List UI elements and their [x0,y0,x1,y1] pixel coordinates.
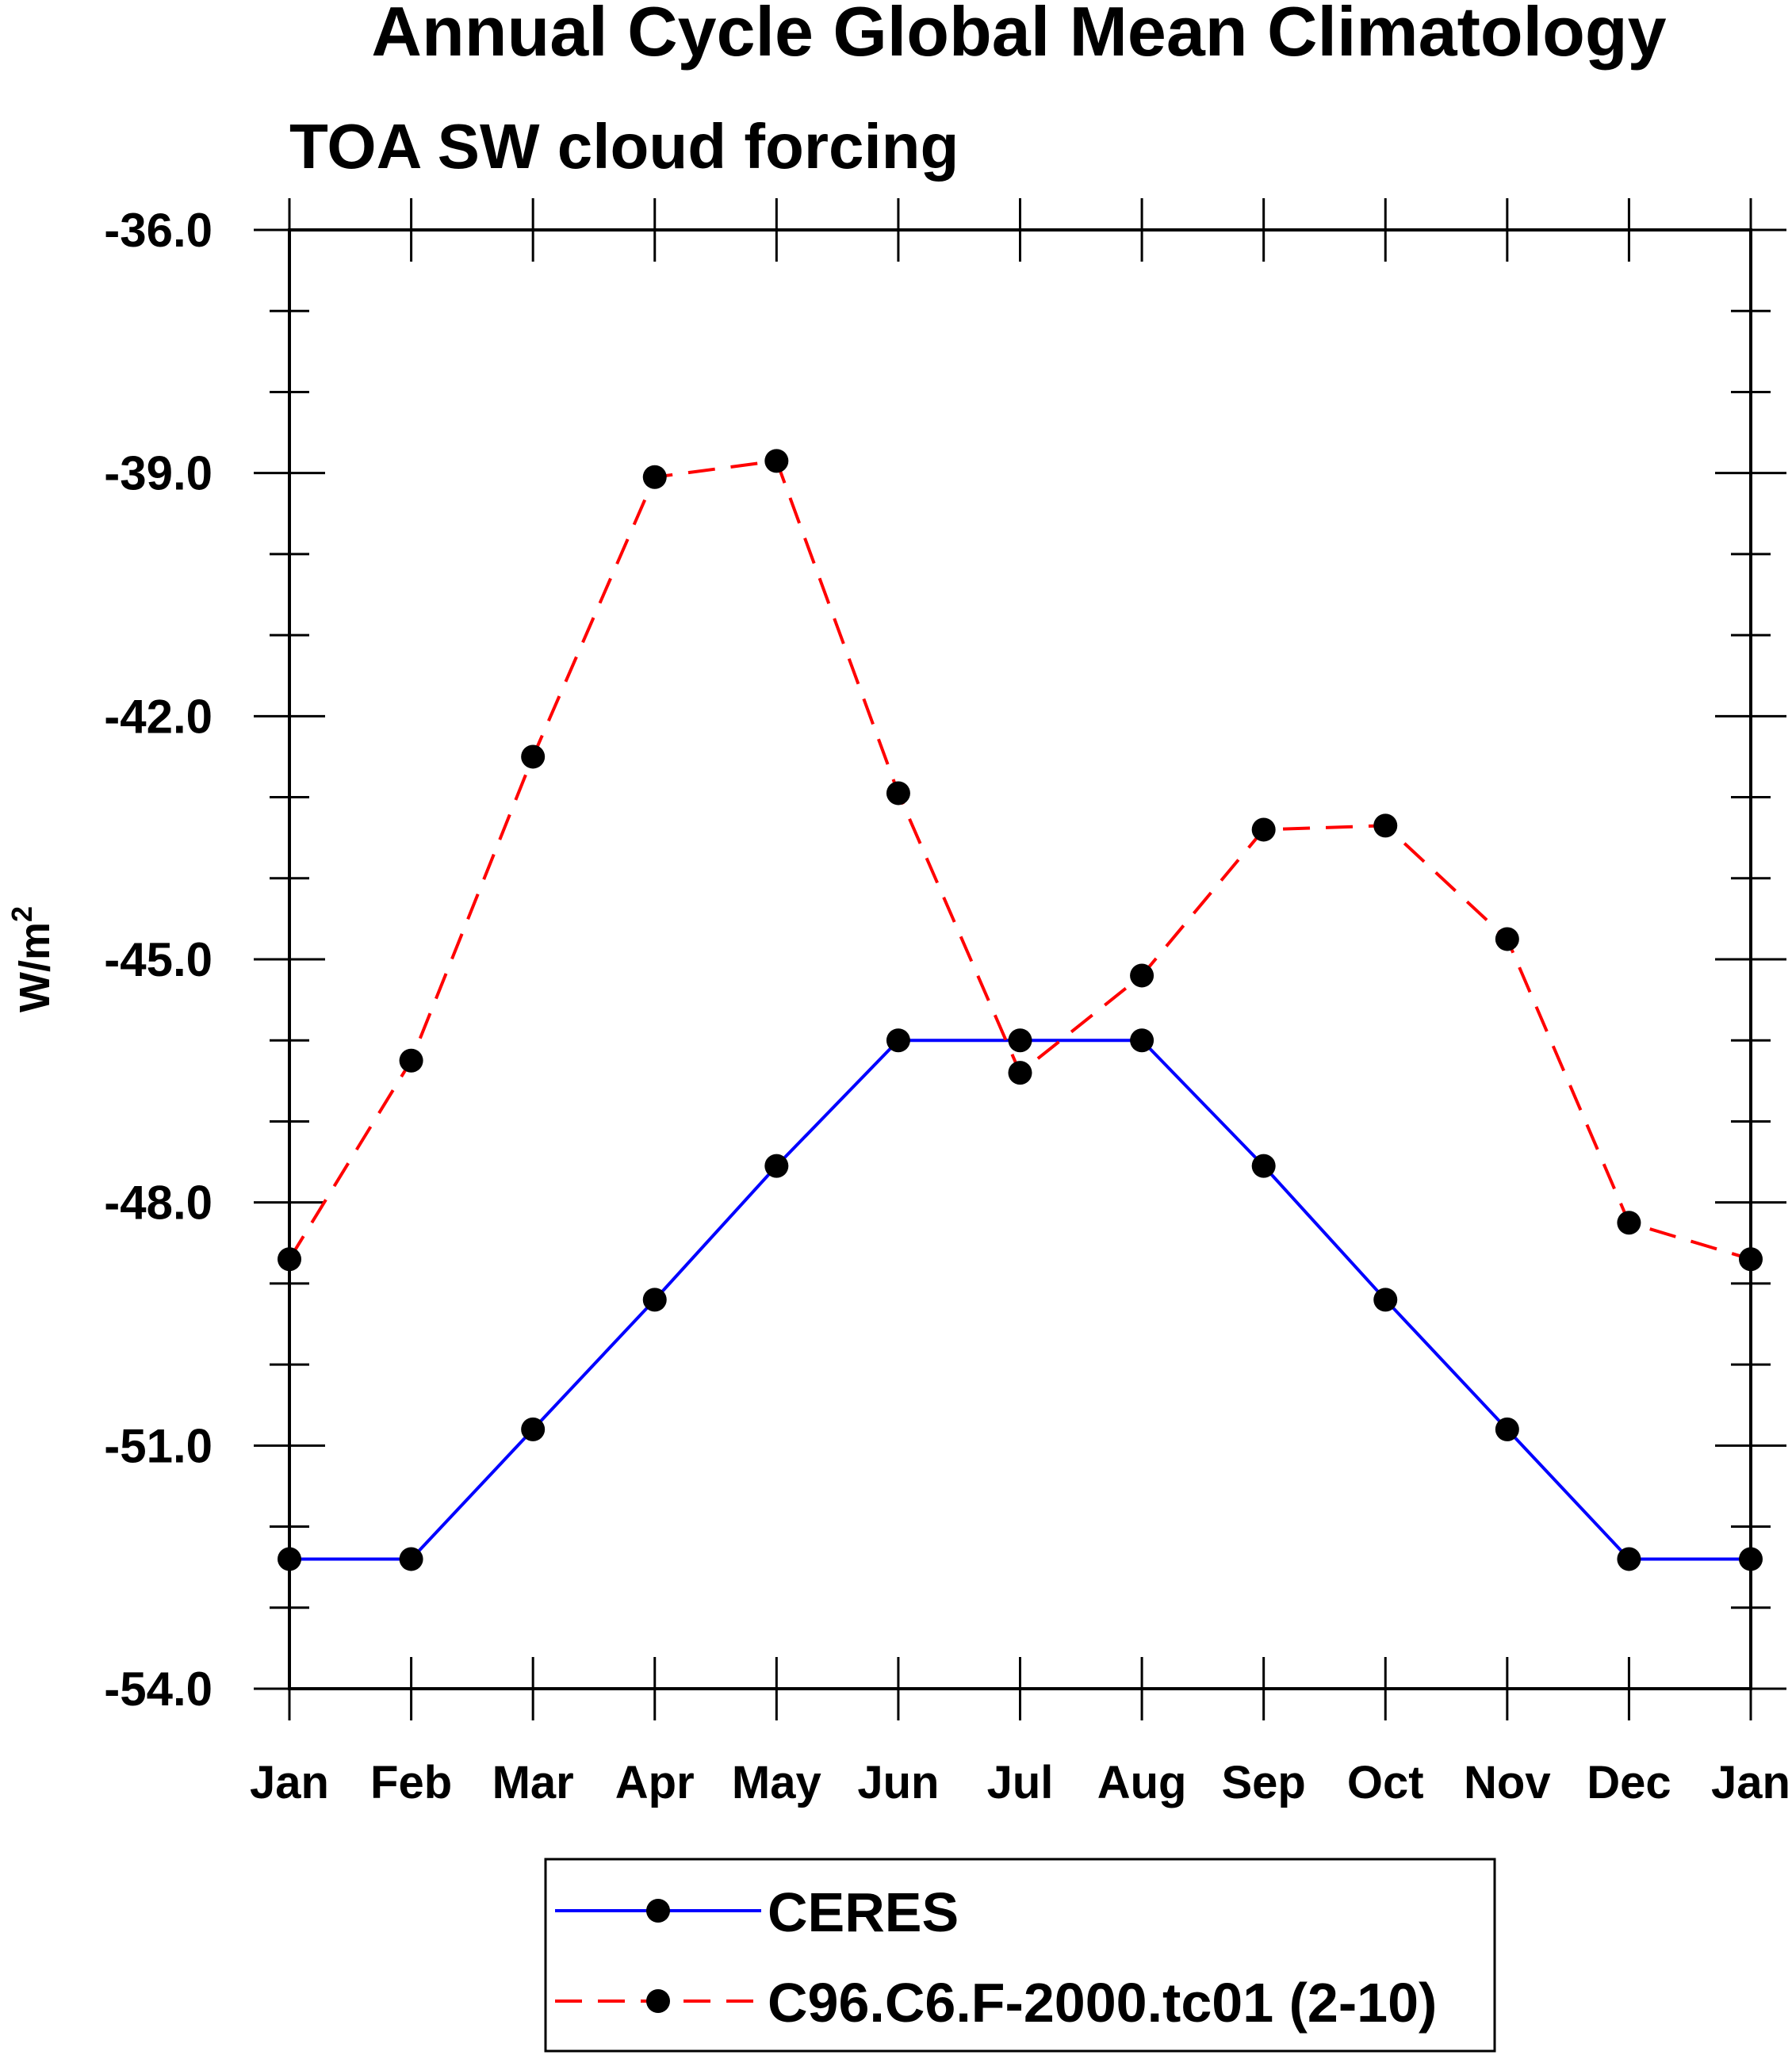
chart-subtitle: TOA SW cloud forcing [289,111,959,182]
series-1-point [521,744,545,768]
x-tick-label: Jun [857,1757,939,1808]
series-line-1 [289,461,1751,1259]
series-1-point [400,1049,423,1073]
series-1-point [1130,963,1154,987]
series-1-point [1252,817,1276,841]
y-axis-label-main: W/m [11,922,59,1012]
x-tick-label: Mar [492,1757,574,1808]
legend-marker-ceres [646,1899,670,1923]
x-tick-label: Aug [1097,1757,1187,1808]
series-1-point [1617,1211,1641,1234]
legend-label-ceres: CERES [768,1881,959,1943]
series-0-point [764,1154,788,1178]
x-tick-label: Dec [1587,1757,1671,1808]
x-tick-label: May [732,1757,821,1808]
y-tick-label: -36.0 [104,204,213,257]
y-tick-label: -48.0 [104,1177,213,1230]
series-0-point [521,1418,545,1441]
series-1-point [1009,1061,1032,1085]
y-tick-labels: -54.0 -51.0 -48.0 -45.0 -42.0 -39.0 -36.0 [104,204,213,1716]
chart-title: Annual Cycle Global Mean Climatology [371,0,1666,71]
series-0-point [886,1028,910,1052]
series-0-point [1252,1154,1276,1178]
x-tick-label: Nov [1464,1757,1551,1808]
axis-ticks [254,198,1786,1720]
x-tick-label: Jul [987,1757,1054,1808]
plot-frame [289,230,1751,1689]
series-1-point [764,449,788,473]
series-1-point [1495,927,1519,951]
series-1-point [886,781,910,805]
series-0-point [1009,1028,1032,1052]
x-tick-label: Jan [250,1757,329,1808]
series-0-point [1373,1288,1397,1311]
series-0-point [1617,1547,1641,1571]
y-tick-label: -51.0 [104,1419,213,1472]
x-tick-label: Apr [615,1757,695,1808]
x-tick-labels: Jan Feb Mar Apr May Jun Jul Aug Sep Oct Nov Dec Jan [250,1757,1790,1808]
y-tick-label: -54.0 [104,1663,213,1716]
y-tick-label: -45.0 [104,933,213,986]
x-tick-label: Sep [1221,1757,1305,1808]
legend-label-model: C96.C6.F-2000.tc01 (2-10) [768,1972,1437,2034]
y-axis-label-superscript: 2 [6,906,38,922]
series-layer [278,449,1763,1571]
legend: CERES C96.C6.F-2000.tc01 (2-10) [546,1859,1495,2051]
series-0-point [400,1547,423,1571]
series-1-point [1373,813,1397,837]
series-line-0 [289,1040,1751,1559]
series-0-point [1495,1418,1519,1441]
series-1-point [643,465,667,489]
legend-marker-model [646,1989,670,2013]
series-0-point [1130,1028,1154,1052]
y-tick-label: -39.0 [104,447,213,500]
y-tick-label: -42.0 [104,690,213,743]
x-tick-label: Jan [1711,1757,1790,1808]
series-0-point [643,1288,667,1311]
x-tick-label: Oct [1347,1757,1424,1808]
chart: Annual Cycle Global Mean Climatology TOA… [0,0,1792,2055]
x-tick-label: Feb [370,1757,452,1808]
y-axis-label: W/m2 [6,906,59,1012]
